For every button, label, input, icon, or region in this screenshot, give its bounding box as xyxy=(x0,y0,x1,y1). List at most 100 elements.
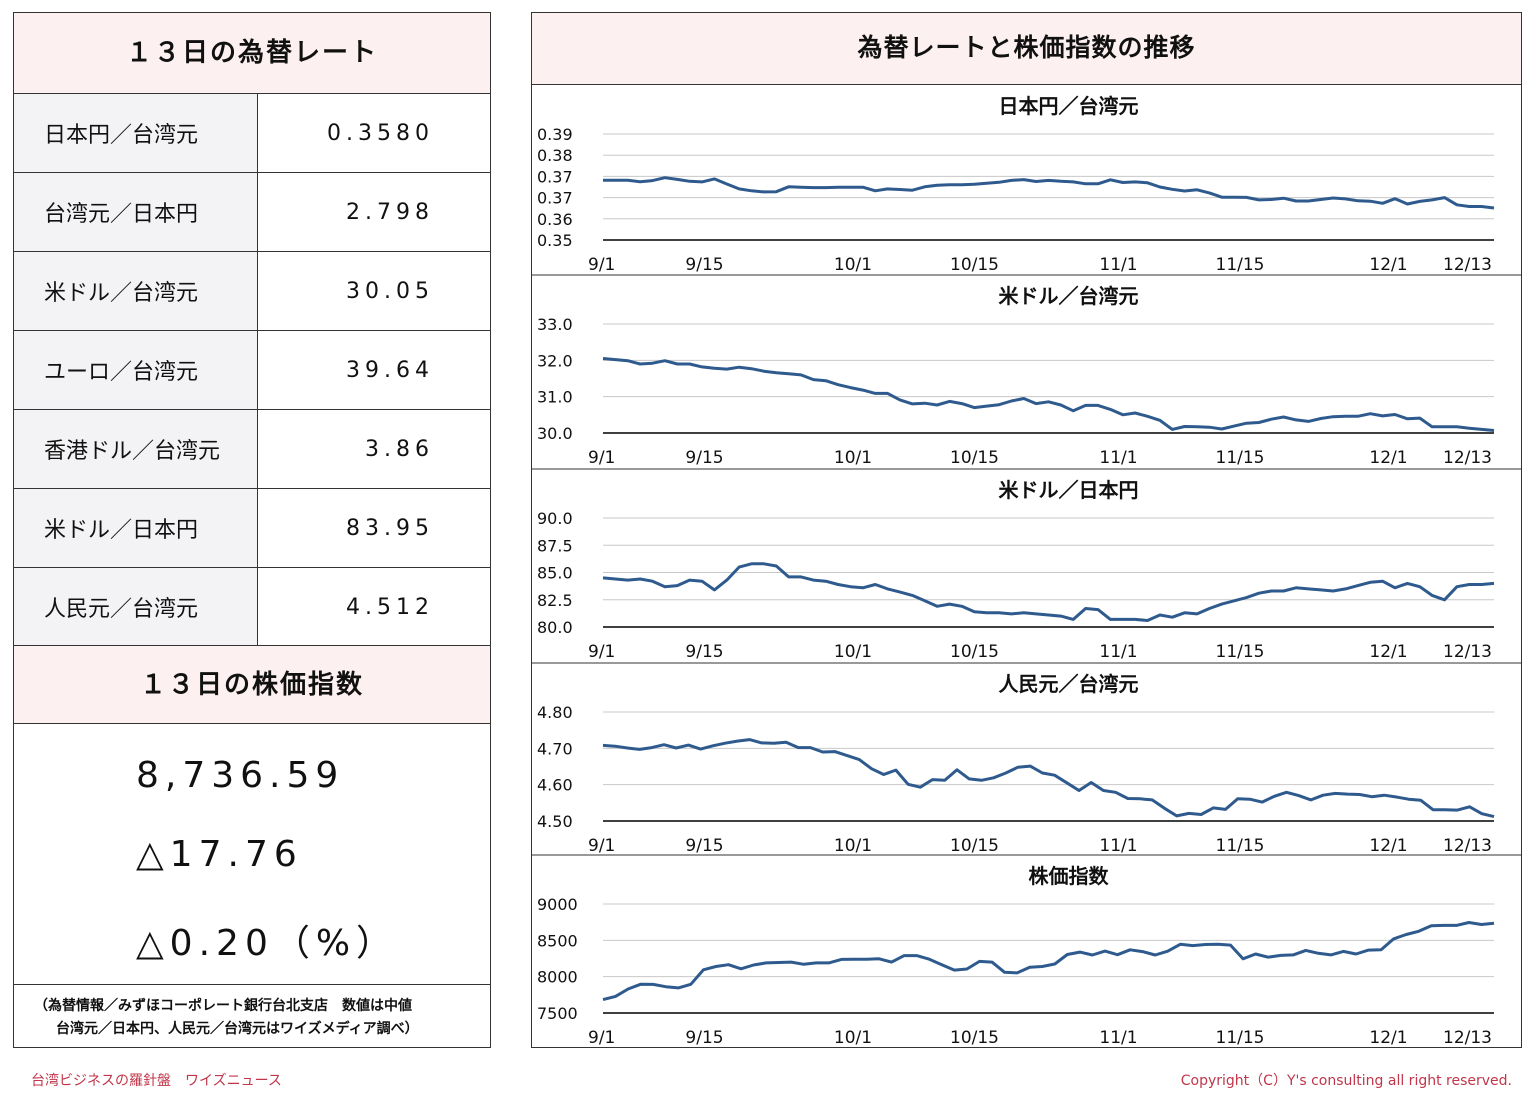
x-tick-label: 9/1 xyxy=(588,1028,615,1047)
x-tick-label: 12/13 xyxy=(1443,642,1492,662)
y-tick-label: 80.0 xyxy=(537,618,573,637)
y-tick-label: 8500 xyxy=(537,931,578,950)
rate-value: 4.512 xyxy=(346,594,434,620)
footer-right: Copyright（C）Y's consulting all right res… xyxy=(1180,1073,1512,1089)
x-tick-label: 10/1 xyxy=(834,642,872,662)
x-tick-label: 11/1 xyxy=(1099,1028,1137,1047)
x-tick-label: 12/13 xyxy=(1443,255,1492,275)
charts-area: 日本円／台湾元 0.39 0.38 0.37 0.37 0.36 0.35 9/1 9/15 10… xyxy=(532,94,1521,1047)
charts-panel: 為替レートと株価指数の推移 日本円／台湾元 0.39 0.38 0.37 0.37 0.3… xyxy=(531,12,1522,1048)
chart-title: 米ドル／台湾元 xyxy=(999,284,1139,308)
x-tick-label: 10/15 xyxy=(950,255,999,275)
rate-value: 2.798 xyxy=(346,199,434,225)
rate-name: 米ドル／日本円 xyxy=(14,489,258,567)
rate-row: 米ドル／台湾元 30.05 xyxy=(14,251,490,330)
y-tick-label: 32.0 xyxy=(537,351,573,370)
series-line xyxy=(602,921,1495,1002)
rate-value: 83.95 xyxy=(346,515,434,541)
x-tick-label: 11/1 xyxy=(1099,255,1137,275)
stock-change-pct: △0.20（%） xyxy=(136,923,399,964)
x-tick-label: 9/15 xyxy=(685,255,723,275)
x-tick-label: 11/15 xyxy=(1216,642,1265,662)
rate-row: ユーロ／台湾元 39.64 xyxy=(14,330,490,409)
x-tick-label: 9/1 xyxy=(588,642,615,662)
rate-name: ユーロ／台湾元 xyxy=(14,331,258,409)
stock-title: １３日の株価指数 xyxy=(14,645,490,724)
x-tick-label: 12/1 xyxy=(1369,642,1407,662)
x-tick-label: 11/1 xyxy=(1099,836,1137,856)
chart-title: 株価指数 xyxy=(1029,864,1110,888)
rate-value: 39.64 xyxy=(346,357,434,383)
chart-title: 日本円／台湾元 xyxy=(999,94,1139,118)
rates-panel: １３日の為替レート 日本円／台湾元 0.3580 台湾元／日本円 2.798 米ドル／台… xyxy=(13,12,491,1048)
rates-table: 日本円／台湾元 0.3580 台湾元／日本円 2.798 米ドル／台湾元 30.05 ユーロ… xyxy=(14,93,490,646)
y-tick-label: 8000 xyxy=(537,968,578,987)
y-tick-label: 87.5 xyxy=(537,536,573,555)
rate-row: 台湾元／日本円 2.798 xyxy=(14,172,490,251)
x-tick-label: 10/1 xyxy=(834,836,872,856)
chart-title: 人民元／台湾元 xyxy=(999,672,1139,696)
rate-name: 人民元／台湾元 xyxy=(14,568,258,646)
rates-title: １３日の為替レート xyxy=(14,13,490,93)
rate-row: 人民元／台湾元 4.512 xyxy=(14,567,490,646)
stock-change: △17.76 xyxy=(136,834,303,875)
y-tick-label: 0.35 xyxy=(537,231,573,250)
y-tick-label: 0.39 xyxy=(537,125,573,144)
rate-name: 日本円／台湾元 xyxy=(14,94,258,172)
rate-row: 米ドル／日本円 83.95 xyxy=(14,488,490,567)
y-tick-label: 0.36 xyxy=(537,210,573,229)
source-note-line2: 台湾元／日本円、人民元／台湾元はワイズメディア調べ） xyxy=(56,1021,419,1037)
series-line xyxy=(602,357,1495,432)
rate-name: 米ドル／台湾元 xyxy=(14,252,258,330)
y-tick-label: 0.37 xyxy=(537,167,573,186)
series-line xyxy=(602,738,1495,819)
x-tick-label: 12/13 xyxy=(1443,836,1492,856)
x-tick-label: 9/15 xyxy=(685,836,723,856)
x-tick-label: 10/1 xyxy=(834,1028,872,1047)
y-tick-label: 0.37 xyxy=(537,189,573,208)
stock-index-value: 8,736.59 xyxy=(136,755,345,796)
y-tick-label: 9000 xyxy=(537,895,578,914)
y-tick-label: 4.50 xyxy=(537,812,573,831)
x-tick-label: 12/1 xyxy=(1369,448,1407,468)
x-tick-label: 12/1 xyxy=(1369,1028,1407,1047)
x-tick-label: 11/15 xyxy=(1216,1028,1265,1047)
x-tick-label: 12/1 xyxy=(1369,836,1407,856)
x-tick-label: 10/15 xyxy=(950,642,999,662)
chart-title: 米ドル／日本円 xyxy=(999,478,1139,502)
x-tick-label: 9/15 xyxy=(685,1028,723,1047)
x-tick-label: 9/1 xyxy=(588,836,615,856)
y-tick-label: 4.70 xyxy=(537,739,573,758)
y-tick-label: 31.0 xyxy=(537,388,573,407)
source-note: （為替情報／みずほコーポレート銀行台北支店 数値は中値 台湾元／日本円、人民元／… xyxy=(14,984,490,1047)
y-tick-label: 85.0 xyxy=(537,564,573,583)
x-tick-label: 9/1 xyxy=(588,448,615,468)
x-tick-label: 11/15 xyxy=(1216,255,1265,275)
x-tick-label: 9/1 xyxy=(588,255,615,275)
series-line xyxy=(603,176,1495,210)
y-tick-label: 7500 xyxy=(537,1004,578,1023)
series-line xyxy=(602,562,1495,622)
rate-row: 日本円／台湾元 0.3580 xyxy=(14,93,490,172)
footer-left: 台湾ビジネスの羅針盤 ワイズニュース xyxy=(31,1073,282,1089)
rate-row: 香港ドル／台湾元 3.86 xyxy=(14,409,490,488)
y-tick-label: 90.0 xyxy=(537,509,573,528)
stock-values: 8,736.59 △17.76 △0.20（%） xyxy=(14,723,490,984)
y-tick-label: 0.38 xyxy=(537,146,573,165)
x-tick-label: 11/15 xyxy=(1216,448,1265,468)
x-tick-label: 11/15 xyxy=(1216,836,1265,856)
x-tick-label: 9/15 xyxy=(685,642,723,662)
y-tick-label: 4.60 xyxy=(537,776,573,795)
x-tick-label: 12/13 xyxy=(1443,448,1492,468)
x-tick-label: 12/13 xyxy=(1443,1028,1492,1047)
rate-value: 30.05 xyxy=(346,278,434,304)
y-tick-label: 30.0 xyxy=(537,424,573,443)
y-tick-label: 82.5 xyxy=(537,591,573,610)
rate-name: 香港ドル／台湾元 xyxy=(14,410,258,488)
x-tick-label: 10/15 xyxy=(950,836,999,856)
y-tick-label: 4.80 xyxy=(537,703,573,722)
y-tick-label: 33.0 xyxy=(537,315,573,334)
rate-value: 0.3580 xyxy=(327,120,434,146)
charts-title: 為替レートと株価指数の推移 xyxy=(532,13,1521,85)
x-tick-label: 10/15 xyxy=(950,448,999,468)
